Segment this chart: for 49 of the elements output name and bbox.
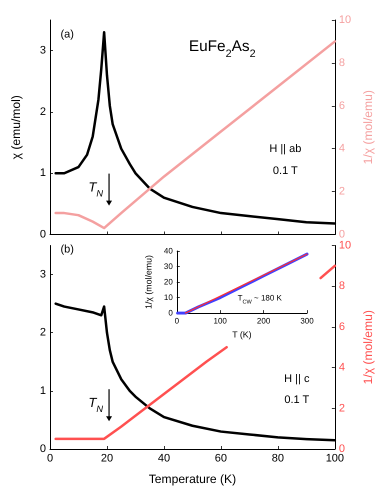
y-tick-label: 0 (40, 228, 46, 240)
y2-axis-title: 1/χ (mol/emu) (361, 310, 375, 384)
annotation: (b) (60, 244, 74, 256)
y2-tick-label: 4 (338, 142, 345, 155)
y-tick-label: 20 (164, 278, 174, 287)
y2-axis-title: 1/χ (mol/emu) (361, 90, 375, 164)
x-tick-label: 100 (326, 452, 344, 464)
y2-tick-label: 6 (338, 100, 345, 112)
annotation: T$_{CW}$ ~ 180 K (238, 294, 283, 306)
y-tick-label: 40 (164, 246, 174, 256)
y2-tick-label: 2 (338, 402, 345, 414)
y-tick-label: 0 (40, 443, 46, 455)
y-tick-label: 1 (40, 167, 46, 180)
x-axis-title: T (K) (232, 330, 252, 340)
y2-tick-label: 8 (338, 56, 345, 69)
y-tick-label: 2 (40, 106, 46, 118)
annotation: T$_{N}$ (88, 180, 104, 199)
annotation: H || c (284, 373, 310, 386)
y-tick-label: 3 (40, 44, 46, 57)
x-tick-label: 200 (256, 316, 271, 326)
x-tick-label: 100 (214, 316, 228, 326)
annotation: EuFe$_{2}$As$_{2}$ (188, 38, 256, 60)
x-tick-label: 0 (174, 316, 180, 326)
y-tick-label: 0 (168, 308, 174, 318)
y-axis-title: 1/χ (mol/emu) (144, 254, 154, 310)
y-tick-label: 30 (164, 262, 174, 272)
y2-tick-label: 10 (338, 14, 352, 26)
y-tick-label: 10 (164, 293, 174, 302)
annotation: 0.1 T (272, 165, 298, 177)
y2-tick-label: 4 (338, 362, 345, 374)
y2-tick-label: 2 (338, 186, 345, 198)
y2-tick-label: 0 (338, 228, 345, 240)
y-tick-label: 3 (40, 268, 46, 281)
x-tick-label: 300 (300, 316, 314, 326)
y-axis-title: χ (emu/mol) (9, 95, 23, 160)
x-axis-title: Temperature (K) (148, 472, 236, 486)
annotation: H || ab (269, 143, 302, 155)
annotation: T$_{N}$ (88, 395, 104, 414)
x-tick-label: 20 (100, 452, 114, 464)
y2-tick-label: 0 (338, 443, 345, 455)
y2-tick-label: 8 (338, 280, 345, 292)
x-tick-label: 80 (272, 452, 284, 464)
x-tick-label: 60 (214, 452, 228, 464)
annotation: (a) (60, 28, 74, 41)
y-tick-label: 1 (40, 384, 46, 397)
y2-tick-label: 10 (338, 240, 352, 252)
y2-tick-label: 6 (338, 320, 345, 333)
annotation: 0.1 T (284, 394, 310, 406)
y-tick-label: 2 (40, 326, 46, 339)
